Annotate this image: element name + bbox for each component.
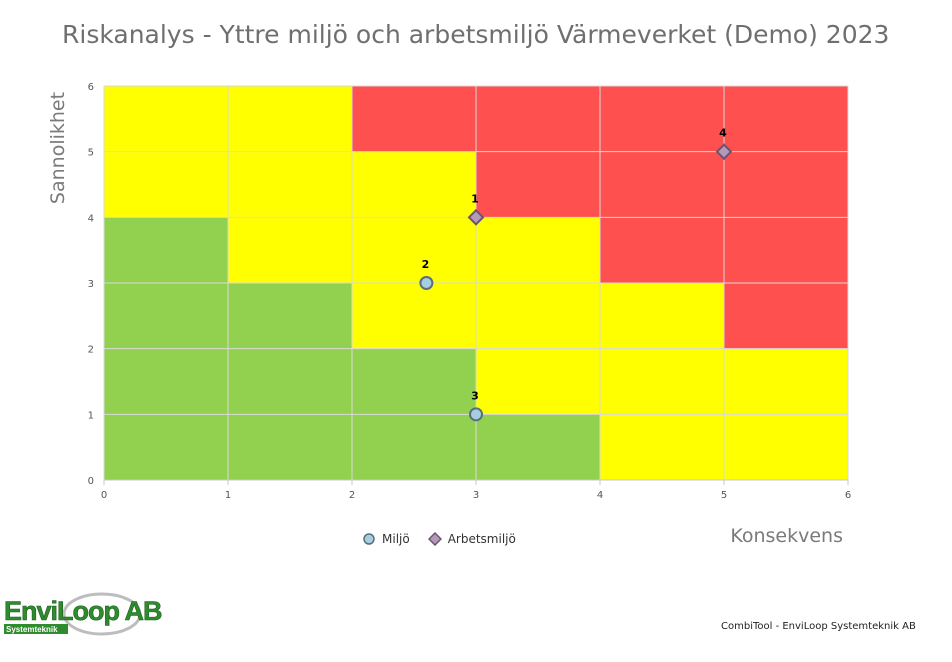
zone-cell-yellow	[104, 86, 228, 152]
zone-cell-yellow	[352, 283, 476, 349]
zone-cell-yellow	[476, 217, 600, 283]
y-tick-label: 5	[88, 148, 94, 159]
legend-label: Arbetsmiljö	[447, 532, 516, 546]
zone-cell-green	[228, 283, 352, 349]
legend: Miljö Arbetsmiljö	[362, 532, 534, 546]
company-logo: EnviLoop AB Systemteknik	[4, 590, 164, 645]
zone-cell-yellow	[600, 414, 724, 480]
diamond-marker-icon	[427, 532, 442, 546]
x-tick-label: 4	[597, 490, 603, 501]
x-tick-label: 5	[721, 490, 727, 501]
zone-cell-red	[476, 151, 600, 218]
x-tick-label: 2	[349, 490, 355, 501]
zone-cell-yellow	[352, 151, 476, 218]
zone-cell-yellow	[600, 348, 724, 415]
zone-cell-green	[352, 348, 476, 415]
zone-cell-red	[724, 151, 848, 218]
axes: 0 1 2 3 4 5 6 0 1 2 3 4 5 6	[88, 82, 852, 501]
zone-cell-green	[476, 414, 600, 480]
zone-cell-yellow	[352, 217, 476, 283]
zone-cell-yellow	[104, 151, 228, 218]
zone-cell-red	[600, 151, 724, 218]
zone-cell-yellow	[476, 283, 600, 349]
zone-cell-yellow	[724, 414, 848, 480]
y-tick-label: 2	[88, 345, 94, 356]
zone-cell-red	[600, 217, 724, 283]
zone-cell-yellow	[724, 348, 848, 415]
zone-cell-yellow	[228, 217, 352, 283]
legend-item-miljo[interactable]: Miljö	[362, 532, 410, 546]
data-point-diamond[interactable]	[467, 208, 485, 226]
x-tick-label: 1	[225, 490, 231, 501]
y-axis-label: Sannolikhet	[47, 92, 69, 204]
zone-cell-green	[104, 348, 228, 415]
x-axis-label: Konsekvens	[730, 525, 843, 547]
zone-cell-red	[352, 86, 476, 152]
x-tick-label: 3	[473, 490, 479, 501]
y-tick-label: 4	[88, 213, 94, 224]
data-point-circle[interactable]	[469, 407, 483, 422]
zone-cell-red	[724, 86, 848, 152]
zone-cell-red	[724, 217, 848, 283]
data-label: 2	[422, 258, 430, 271]
zone-cell-green	[104, 414, 228, 480]
svg-text:EnviLoop AB: EnviLoop AB	[4, 596, 162, 626]
zone-cell-green	[352, 414, 476, 480]
y-tick-label: 6	[88, 82, 94, 93]
risk-zones	[104, 86, 848, 480]
zone-cell-yellow	[476, 348, 600, 415]
x-tick-label: 0	[101, 490, 107, 501]
chart-title: Riskanalys - Yttre miljö och arbetsmiljö…	[62, 20, 890, 49]
legend-item-arbetsmiljo[interactable]: Arbetsmiljö	[427, 532, 516, 546]
x-tick-label: 6	[845, 490, 851, 501]
zone-cell-green	[104, 217, 228, 283]
data-point-circle[interactable]	[419, 276, 434, 290]
data-points: 2 3 1 4	[419, 127, 733, 422]
svg-text:Systemteknik: Systemteknik	[6, 625, 58, 634]
risk-matrix-chart: 0 1 2 3 4 5 6 0 1 2 3 4 5 6 2 3 1 4 Sannolikhet Konsekve…	[47, 82, 852, 547]
zone-cell-yellow	[228, 151, 352, 218]
zone-cell-green	[104, 283, 228, 349]
zone-cell-red	[600, 86, 724, 152]
data-point-diamond[interactable]	[715, 143, 733, 161]
data-label: 4	[719, 127, 727, 140]
zone-cell-red	[476, 86, 600, 152]
zone-cell-red	[724, 283, 848, 349]
footer-text: CombiTool - EnviLoop Systemteknik AB	[721, 621, 916, 632]
zone-cell-green	[228, 414, 352, 480]
zone-cell-yellow	[228, 86, 352, 152]
data-label: 3	[471, 389, 479, 402]
zone-cell-yellow	[600, 283, 724, 349]
circle-marker-icon	[363, 533, 375, 545]
y-tick-label: 3	[88, 279, 94, 290]
y-tick-label: 0	[88, 476, 94, 487]
zone-cell-green	[228, 348, 352, 415]
legend-label: Miljö	[382, 532, 410, 546]
data-label: 1	[471, 192, 479, 205]
y-tick-label: 1	[88, 410, 94, 421]
